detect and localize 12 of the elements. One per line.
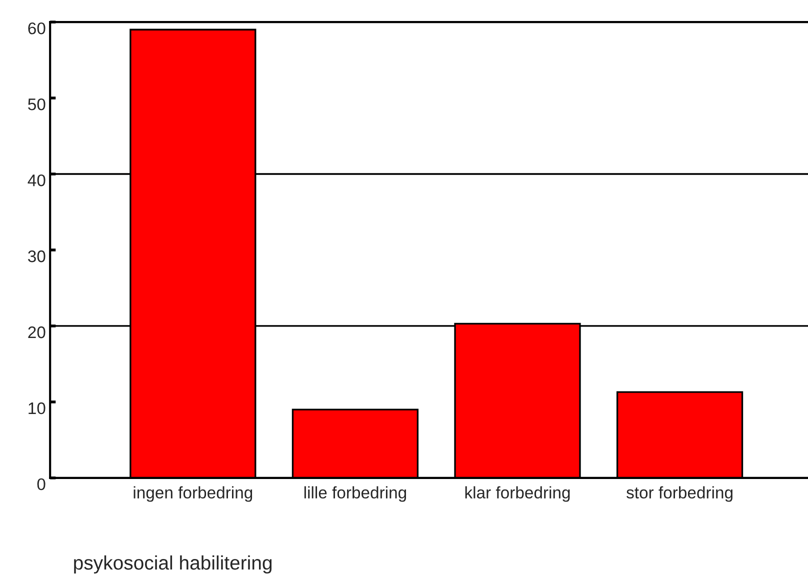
y-tick-label: 30: [28, 250, 46, 262]
y-tick-label: 0: [37, 478, 46, 490]
x-tick-label: ingen forbedring: [134, 486, 252, 502]
x-axis-title: psykosocial habilitering: [74, 555, 272, 574]
y-tick-label: 40: [28, 174, 46, 186]
x-tick-label: lille forbedring: [304, 486, 406, 502]
y-tick-label: 50: [28, 98, 46, 110]
x-tick-label: klar forbedring: [465, 486, 570, 502]
y-tick-label: 20: [28, 326, 46, 338]
y-tick-label: 10: [28, 402, 46, 414]
x-tick-label: stor forbedring: [626, 486, 732, 502]
y-tick-label: 60: [28, 22, 46, 34]
